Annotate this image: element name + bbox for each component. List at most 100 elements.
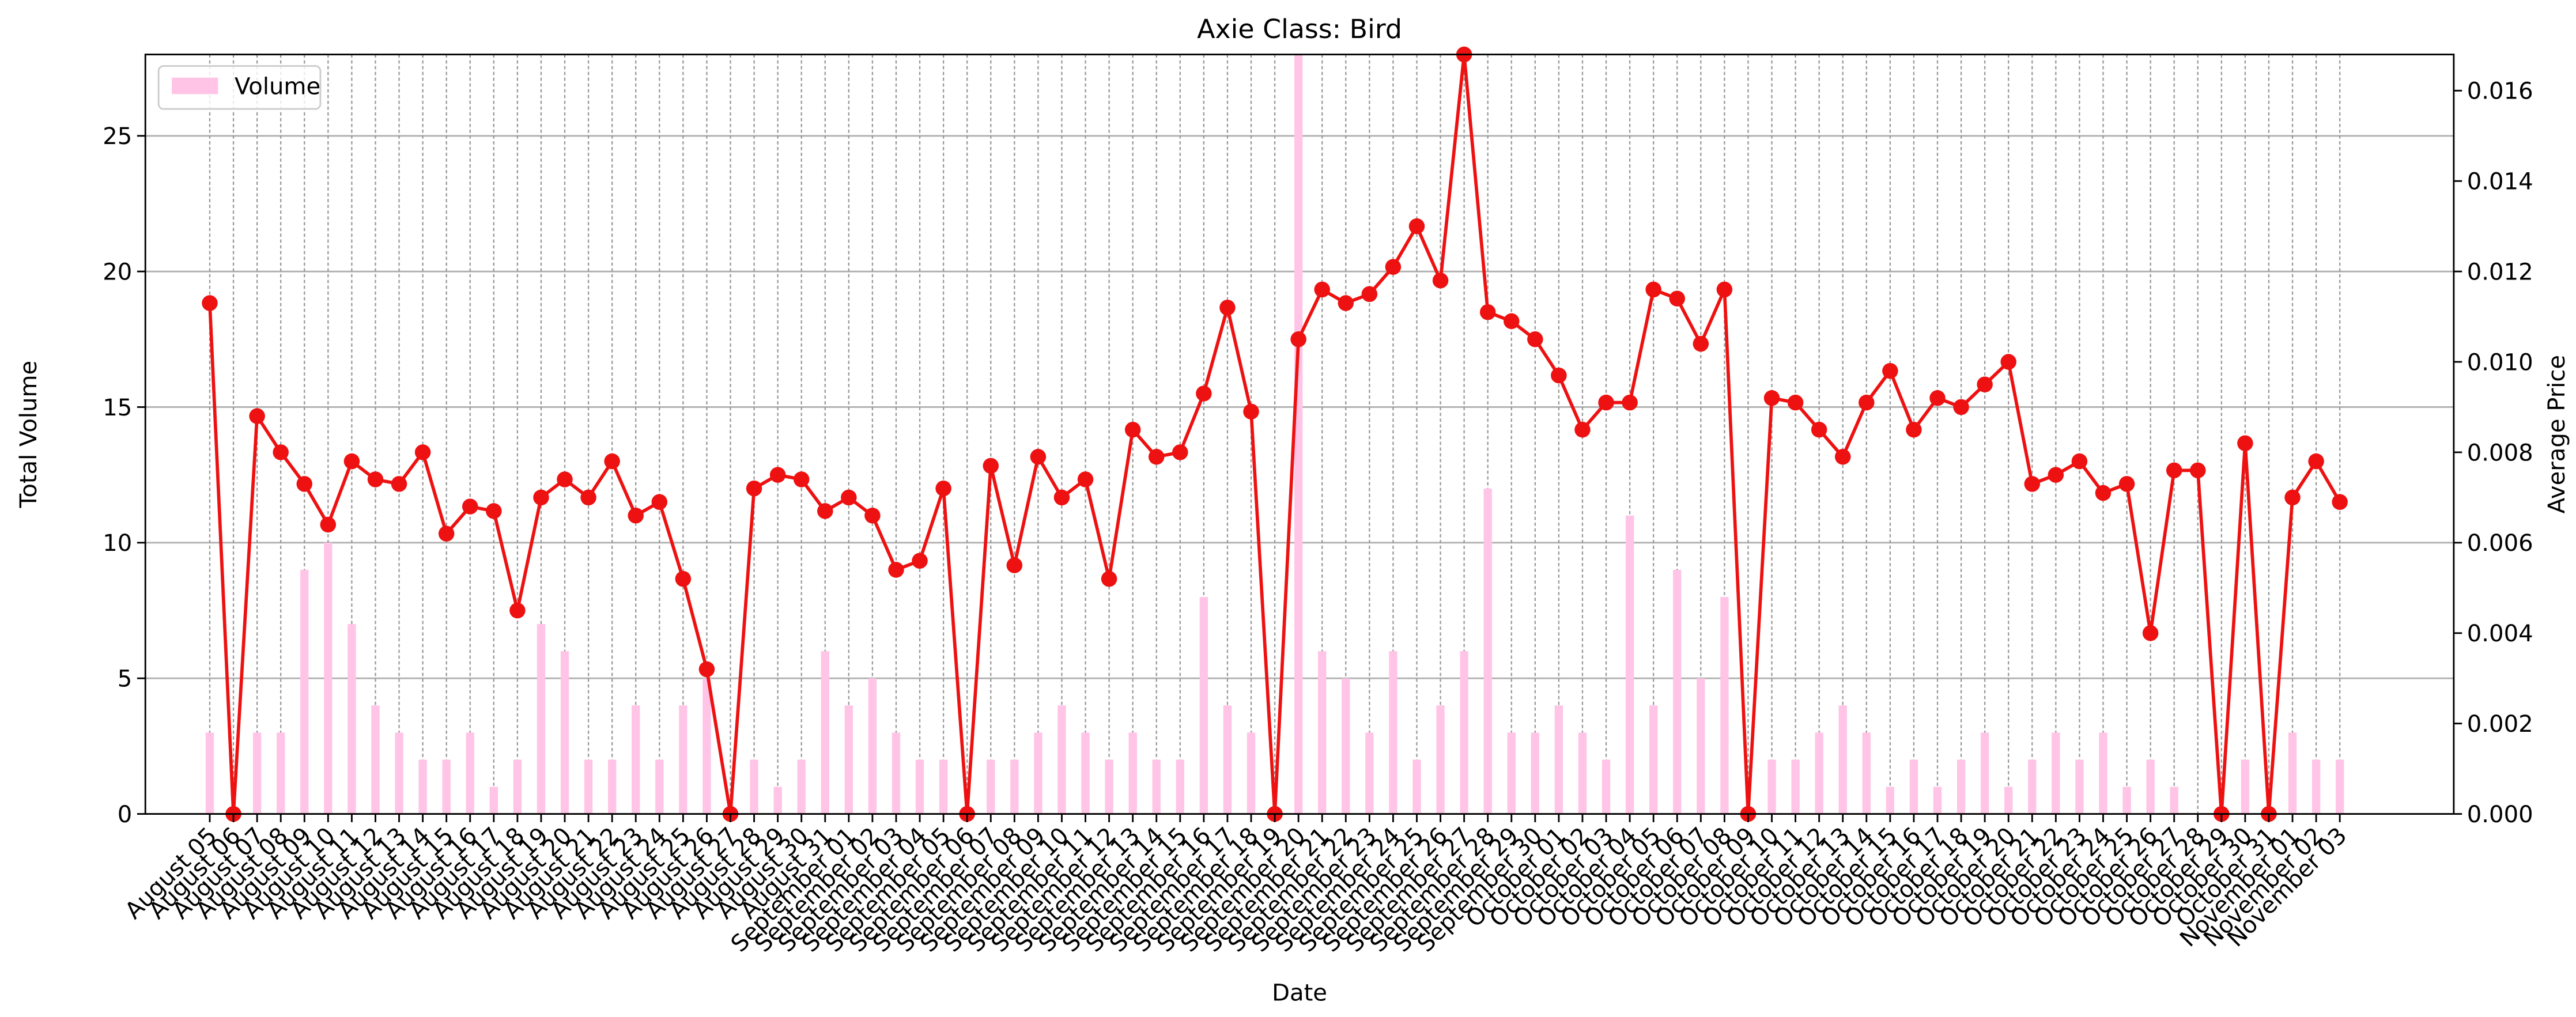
y2-tick-label: 0.016 (2467, 78, 2533, 105)
price-marker (1882, 362, 1898, 379)
bar (1720, 596, 1729, 814)
bar (1389, 651, 1397, 814)
bar (1601, 759, 1611, 814)
price-marker (864, 508, 881, 524)
y-tick-label: 20 (103, 259, 132, 285)
bar (821, 651, 829, 814)
price-marker (1196, 385, 1212, 402)
price-marker (557, 471, 573, 487)
price-marker (1598, 394, 1614, 411)
price-marker (1622, 394, 1638, 411)
price-marker (202, 295, 218, 311)
price-marker (1859, 394, 1875, 411)
price-marker (1787, 394, 1804, 411)
price-marker (2284, 489, 2301, 506)
price-marker (2024, 476, 2041, 492)
price-marker (296, 476, 313, 492)
bar (2336, 759, 2344, 814)
bar (892, 732, 901, 814)
price-marker (912, 553, 928, 569)
price-marker (343, 453, 360, 470)
bar (1697, 678, 1705, 814)
bar (1034, 732, 1043, 814)
price-marker (1148, 449, 1165, 465)
bar (1105, 759, 1113, 814)
bar (1365, 732, 1374, 814)
price-marker (698, 661, 715, 678)
y2-tick-label: 0.006 (2467, 530, 2533, 557)
bar (1128, 732, 1137, 814)
price-marker (841, 489, 857, 506)
bar (1909, 759, 1918, 814)
price-marker (604, 453, 620, 470)
price-marker (1077, 471, 1094, 487)
price-marker (817, 503, 833, 519)
price-marker (1716, 281, 1733, 298)
bar (868, 678, 877, 814)
bar (2170, 787, 2178, 814)
bar (1578, 732, 1587, 814)
price-marker (1906, 421, 1922, 438)
price-marker (1338, 295, 1354, 311)
bar (1649, 705, 1658, 814)
bar (442, 759, 451, 814)
price-marker (1977, 376, 1993, 393)
bar (607, 759, 617, 814)
bar (2241, 759, 2250, 814)
price-marker (1243, 403, 1259, 420)
bar (1625, 515, 1634, 814)
price-marker (1834, 449, 1851, 465)
y2-tick-label: 0.010 (2467, 349, 2533, 376)
bar (1791, 759, 1800, 814)
bar (2052, 732, 2060, 814)
bar (1862, 732, 1871, 814)
price-marker (1504, 313, 1520, 330)
price-line (208, 54, 2341, 815)
price-marker (1953, 399, 1969, 415)
price-marker (320, 516, 337, 533)
y-tick-label: 15 (103, 395, 132, 421)
bar (513, 759, 522, 814)
bar (205, 732, 214, 814)
bar (1010, 759, 1019, 814)
price-marker (2308, 453, 2324, 470)
price-marker (935, 480, 951, 497)
price-marker (2190, 462, 2206, 479)
bar (371, 705, 380, 814)
bar (702, 678, 711, 814)
bar (1673, 569, 1682, 814)
price-marker (1669, 290, 1685, 307)
bar (679, 705, 688, 814)
y2-tick-label: 0.000 (2467, 801, 2533, 828)
price-marker (367, 471, 384, 487)
bar (489, 787, 498, 814)
price-marker (1030, 449, 1047, 465)
price-marker (1290, 331, 1306, 347)
legend-box (157, 65, 322, 110)
price-marker (2000, 354, 2016, 370)
bar (632, 705, 640, 814)
bar (1436, 705, 1445, 814)
bar (1294, 54, 1303, 814)
y2-tick-label: 0.008 (2467, 440, 2533, 466)
price-marker (1479, 304, 1496, 320)
price-marker (1929, 390, 1946, 406)
bar (1412, 759, 1421, 814)
price-marker (1527, 331, 1543, 347)
price-marker (462, 498, 478, 515)
bar (560, 651, 569, 814)
y-axis-label: Total Volume (16, 361, 42, 509)
bar (324, 542, 333, 814)
price-marker (2095, 485, 2112, 501)
bar (584, 759, 593, 814)
price-marker (746, 480, 762, 497)
plot-frame (144, 54, 2455, 815)
bar (1483, 488, 1492, 814)
bar (1081, 732, 1090, 814)
price-marker (2118, 476, 2135, 492)
bar (2004, 787, 2013, 814)
x-axis-label: Date (1272, 980, 1327, 1006)
price-marker (273, 444, 289, 460)
bar (1342, 678, 1350, 814)
price-marker (1314, 281, 1330, 298)
